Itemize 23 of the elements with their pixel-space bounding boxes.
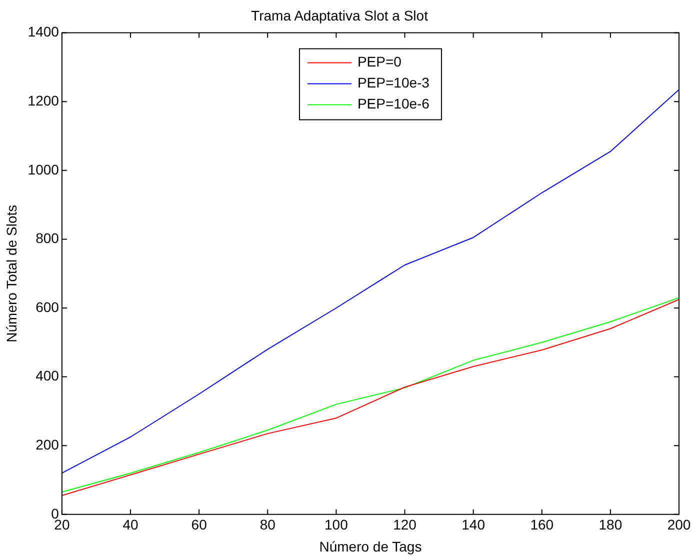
x-tick-label: 60: [191, 516, 208, 533]
chart-title: Trama Adaptativa Slot a Slot: [251, 7, 428, 24]
y-tick-label: 200: [36, 436, 60, 452]
y-tick-label: 1400: [28, 24, 60, 40]
y-tick-label: 0: [51, 505, 60, 522]
x-tick-label: 140: [462, 516, 486, 533]
legend-label: PEP=10e-3: [357, 74, 430, 91]
legend-label: PEP=10e-6: [357, 96, 430, 112]
y-tick-label: 1000: [28, 161, 60, 178]
x-tick-label: 200: [667, 516, 691, 533]
y-axis-title: Número Total de Slots: [3, 204, 20, 342]
y-tick-label: 600: [36, 298, 60, 315]
x-tick-label: 180: [598, 516, 622, 533]
x-axis-title: Número de Tags: [319, 538, 422, 554]
legend-label: PEP=0: [357, 54, 402, 70]
y-tick-label: 400: [36, 368, 60, 384]
x-tick-label: 80: [260, 516, 276, 533]
y-tick-label: 1200: [28, 92, 60, 108]
x-tick-label: 120: [393, 516, 417, 533]
x-tick-label: 40: [122, 516, 139, 533]
y-tick-label: 800: [36, 230, 60, 246]
x-tick-label: 100: [324, 516, 348, 533]
x-tick-label: 160: [530, 516, 554, 533]
